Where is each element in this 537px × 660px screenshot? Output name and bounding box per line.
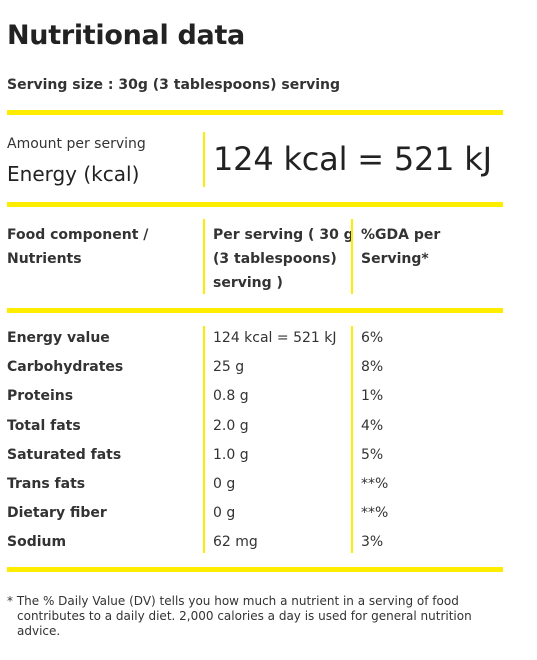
header-per-serving-line3: serving ) xyxy=(213,275,283,291)
per-serving-value: 25 g xyxy=(213,359,245,375)
per-serving-value: 2.0 g xyxy=(213,418,249,434)
table-row: Sodium 62 mg 3% xyxy=(0,534,537,563)
nutrient-name: Trans fats xyxy=(7,476,86,492)
gda-value: 8% xyxy=(361,359,384,375)
amount-column-divider xyxy=(203,132,205,187)
table-row: Saturated fats 1.0 g 5% xyxy=(0,447,537,476)
per-serving-value: 0 g xyxy=(213,505,236,521)
nutrient-name: Carbohydrates xyxy=(7,359,124,375)
header-per-serving-line1: Per serving ( 30 g xyxy=(213,227,354,243)
header-gda-line2: Serving* xyxy=(361,251,429,267)
nutrient-name: Energy value xyxy=(7,330,110,346)
gda-value: 5% xyxy=(361,447,384,463)
per-serving-value: 62 mg xyxy=(213,534,258,550)
gda-value: 4% xyxy=(361,418,384,434)
energy-label: Energy (kcal) xyxy=(7,162,140,186)
header-gda: %GDA per Serving* xyxy=(361,223,440,271)
header-per-serving: Per serving ( 30 g (3 tablespoons) servi… xyxy=(213,223,354,295)
header-component: Food component / Nutrients xyxy=(7,223,148,271)
header-per-serving-line2: (3 tablespoons) xyxy=(213,251,337,267)
table-row: Trans fats 0 g **% xyxy=(0,476,537,505)
table-divider-2 xyxy=(351,326,353,553)
nutrient-name: Saturated fats xyxy=(7,447,122,463)
divider-header xyxy=(7,308,503,313)
header-gda-line1: %GDA per xyxy=(361,227,441,243)
nutrient-name: Proteins xyxy=(7,388,74,404)
table-row: Carbohydrates 25 g 8% xyxy=(0,359,537,388)
divider-amount xyxy=(7,202,503,207)
per-serving-value: 0 g xyxy=(213,476,236,492)
per-serving-value: 0.8 g xyxy=(213,388,249,404)
footnote: * The % Daily Value (DV) tells you how m… xyxy=(7,594,472,638)
header-divider-1 xyxy=(203,219,205,294)
header-component-line1: Food component / xyxy=(7,227,149,243)
per-serving-value: 124 kcal = 521 kJ xyxy=(213,330,337,346)
gda-value: 3% xyxy=(361,534,384,550)
table-row: Dietary fiber 0 g **% xyxy=(0,505,537,534)
energy-value: 124 kcal = 521 kJ xyxy=(213,140,492,178)
nutrient-name: Dietary fiber xyxy=(7,505,107,521)
gda-value: **% xyxy=(361,476,389,492)
table-row: Proteins 0.8 g 1% xyxy=(0,388,537,417)
nutrient-name: Total fats xyxy=(7,418,81,434)
page-title: Nutritional data xyxy=(7,20,245,51)
divider-top xyxy=(7,110,503,115)
per-serving-value: 1.0 g xyxy=(213,447,249,463)
header-divider-2 xyxy=(351,219,353,294)
serving-size: Serving size : 30g (3 tablespoons) servi… xyxy=(7,77,341,93)
table-divider-1 xyxy=(203,326,205,553)
table-row: Energy value 124 kcal = 521 kJ 6% xyxy=(0,330,537,359)
amount-per-serving-label: Amount per serving xyxy=(7,136,146,152)
gda-value: **% xyxy=(361,505,389,521)
header-component-line2: Nutrients xyxy=(7,251,82,267)
gda-value: 1% xyxy=(361,388,384,404)
divider-bottom xyxy=(7,567,503,572)
nutrient-name: Sodium xyxy=(7,534,67,550)
table-row: Total fats 2.0 g 4% xyxy=(0,418,537,447)
gda-value: 6% xyxy=(361,330,384,346)
